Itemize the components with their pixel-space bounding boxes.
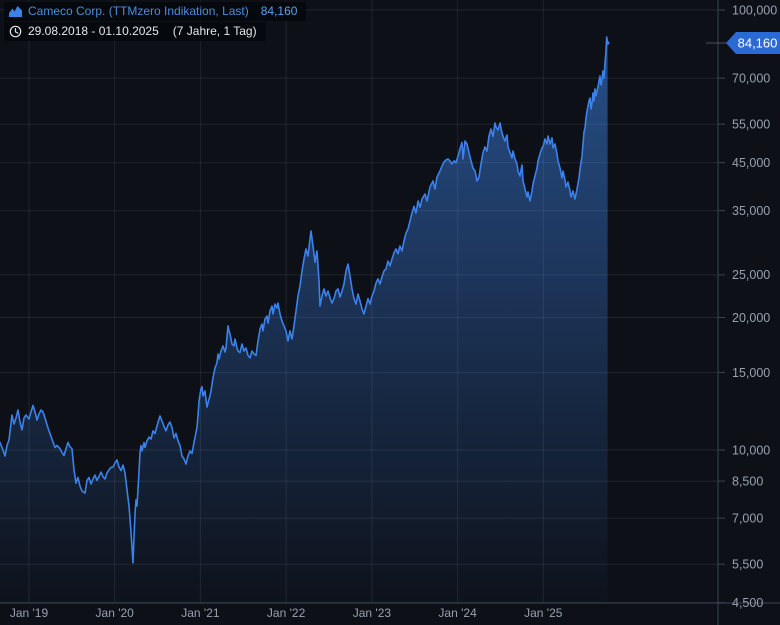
y-axis-label: 15,000	[732, 366, 770, 380]
y-axis-label: 5,500	[732, 558, 763, 572]
badge-value: 84,160	[738, 35, 778, 50]
price-line	[0, 36, 609, 564]
x-axis-label: Jan '19	[10, 606, 49, 620]
clock-icon	[9, 25, 22, 37]
y-axis-label: 55,000	[732, 118, 770, 132]
series-legend-row[interactable]: Cameco Corp. (TTMzero Indikation, Last) …	[4, 2, 307, 21]
y-axis-label: 4,500	[732, 596, 763, 610]
area-chart-icon	[9, 5, 22, 17]
y-axis-label: 8,500	[732, 474, 763, 488]
price-area	[0, 37, 608, 603]
duration-label: (7 Jahre, 1 Tag)	[172, 24, 257, 38]
badge-shape	[726, 32, 780, 54]
y-axis-label: 70,000	[732, 72, 770, 86]
y-axis-label: 7,000	[732, 512, 763, 526]
x-axis-label: Jan '21	[181, 606, 220, 620]
x-axis-label: Jan '20	[96, 606, 135, 620]
x-axis-label: Jan '22	[267, 606, 306, 620]
x-axis-label: Jan '25	[524, 606, 563, 620]
x-axis-label: Jan '23	[353, 606, 392, 620]
chart-legend: Cameco Corp. (TTMzero Indikation, Last) …	[4, 2, 307, 41]
y-axis-label: 25,000	[732, 268, 770, 282]
y-axis-label: 45,000	[732, 156, 770, 170]
series-label: Cameco Corp. (TTMzero Indikation, Last)	[28, 4, 249, 18]
series-last-value: 84,160	[260, 4, 298, 18]
last-price-badge: 84,160	[726, 32, 780, 54]
y-axis-label: 10,000	[732, 443, 770, 457]
y-axis-label: 35,000	[732, 204, 770, 218]
range-legend-row: 29.08.2018 - 01.10.2025 (7 Jahre, 1 Tag)	[4, 22, 266, 41]
x-axis-label: Jan '24	[438, 606, 477, 620]
last-point-marker	[605, 41, 610, 45]
y-axis-label: 100,000	[732, 3, 777, 17]
y-axis-label: 20,000	[732, 311, 770, 325]
date-range-label: 29.08.2018 - 01.10.2025	[28, 24, 159, 38]
